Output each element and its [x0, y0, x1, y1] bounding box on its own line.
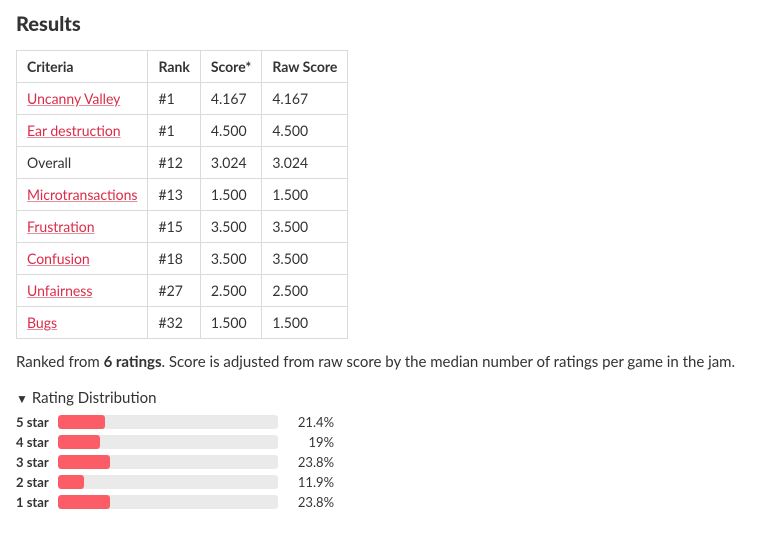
criteria-link[interactable]: Frustration	[27, 218, 95, 235]
cell-raw-score: 1.500	[262, 179, 348, 211]
col-score: Score*	[200, 51, 261, 83]
dist-label: 5 star	[16, 414, 58, 430]
cell-rank: #18	[148, 243, 200, 275]
col-criteria: Criteria	[17, 51, 148, 83]
criteria-link[interactable]: Uncanny Valley	[27, 90, 120, 107]
table-row: Frustration#153.5003.500	[17, 211, 348, 243]
dist-bar	[58, 475, 278, 489]
dist-label: 1 star	[16, 494, 58, 510]
cell-criteria: Bugs	[17, 307, 148, 339]
cell-raw-score: 3.024	[262, 147, 348, 179]
chevron-down-icon: ▼	[16, 391, 28, 406]
dist-pct: 21.4%	[282, 414, 334, 430]
cell-raw-score: 4.167	[262, 83, 348, 115]
dist-pct: 23.8%	[282, 494, 334, 510]
criteria-link[interactable]: Microtransactions	[27, 186, 137, 203]
dist-pct: 23.8%	[282, 454, 334, 470]
cell-rank: #13	[148, 179, 200, 211]
summary-prefix: Ranked from	[16, 353, 104, 371]
results-header-row: Criteria Rank Score* Raw Score	[17, 51, 348, 83]
criteria-link[interactable]: Unfairness	[27, 282, 92, 299]
dist-fill	[58, 475, 84, 489]
criteria-link[interactable]: Bugs	[27, 314, 57, 331]
cell-criteria: Frustration	[17, 211, 148, 243]
cell-score: 4.500	[200, 115, 261, 147]
table-row: Microtransactions#131.5001.500	[17, 179, 348, 211]
cell-score: 2.500	[200, 275, 261, 307]
criteria-link[interactable]: Confusion	[27, 250, 90, 267]
cell-rank: #32	[148, 307, 200, 339]
cell-criteria: Confusion	[17, 243, 148, 275]
dist-fill	[58, 455, 110, 469]
col-raw-score: Raw Score	[262, 51, 348, 83]
dist-bar	[58, 455, 278, 469]
summary-suffix: . Score is adjusted from raw score by th…	[162, 353, 736, 371]
dist-label: 3 star	[16, 454, 58, 470]
table-row: Confusion#183.5003.500	[17, 243, 348, 275]
cell-score: 4.167	[200, 83, 261, 115]
dist-bar	[58, 435, 278, 449]
cell-criteria: Overall	[17, 147, 148, 179]
dist-label: 2 star	[16, 474, 58, 490]
dist-row: 1 star 23.8%	[16, 493, 757, 511]
cell-score: 3.024	[200, 147, 261, 179]
table-row: Uncanny Valley#14.1674.167	[17, 83, 348, 115]
dist-bar	[58, 415, 278, 429]
dist-label: 4 star	[16, 434, 58, 450]
cell-raw-score: 2.500	[262, 275, 348, 307]
cell-rank: #15	[148, 211, 200, 243]
table-row: Overall#123.0243.024	[17, 147, 348, 179]
results-table: Criteria Rank Score* Raw Score Uncanny V…	[16, 50, 348, 339]
rating-distribution-toggle[interactable]: ▼ Rating Distribution	[16, 389, 757, 407]
cell-raw-score: 1.500	[262, 307, 348, 339]
cell-criteria: Unfairness	[17, 275, 148, 307]
cell-rank: #1	[148, 115, 200, 147]
cell-criteria: Microtransactions	[17, 179, 148, 211]
dist-fill	[58, 415, 105, 429]
dist-row: 4 star 19%	[16, 433, 757, 451]
cell-criteria: Uncanny Valley	[17, 83, 148, 115]
cell-criteria: Ear destruction	[17, 115, 148, 147]
cell-raw-score: 3.500	[262, 211, 348, 243]
dist-pct: 11.9%	[282, 474, 334, 490]
ranking-summary: Ranked from 6 ratings. Score is adjusted…	[16, 353, 757, 371]
cell-score: 3.500	[200, 211, 261, 243]
cell-raw-score: 4.500	[262, 115, 348, 147]
cell-raw-score: 3.500	[262, 243, 348, 275]
cell-rank: #27	[148, 275, 200, 307]
dist-fill	[58, 435, 100, 449]
cell-rank: #1	[148, 83, 200, 115]
cell-rank: #12	[148, 147, 200, 179]
cell-score: 1.500	[200, 307, 261, 339]
dist-row: 2 star 11.9%	[16, 473, 757, 491]
col-rank: Rank	[148, 51, 200, 83]
summary-count: 6 ratings	[104, 353, 162, 371]
rating-distribution-title: Rating Distribution	[32, 389, 157, 407]
rating-distribution: 5 star 21.4% 4 star 19% 3 star 23.8% 2 star 11.…	[16, 413, 757, 511]
dist-fill	[58, 495, 110, 509]
results-heading: Results	[16, 12, 757, 36]
table-row: Ear destruction#14.5004.500	[17, 115, 348, 147]
dist-row: 3 star 23.8%	[16, 453, 757, 471]
dist-bar	[58, 495, 278, 509]
dist-row: 5 star 21.4%	[16, 413, 757, 431]
cell-score: 3.500	[200, 243, 261, 275]
table-row: Unfairness#272.5002.500	[17, 275, 348, 307]
dist-pct: 19%	[282, 434, 334, 450]
cell-score: 1.500	[200, 179, 261, 211]
table-row: Bugs#321.5001.500	[17, 307, 348, 339]
criteria-link[interactable]: Ear destruction	[27, 122, 121, 139]
